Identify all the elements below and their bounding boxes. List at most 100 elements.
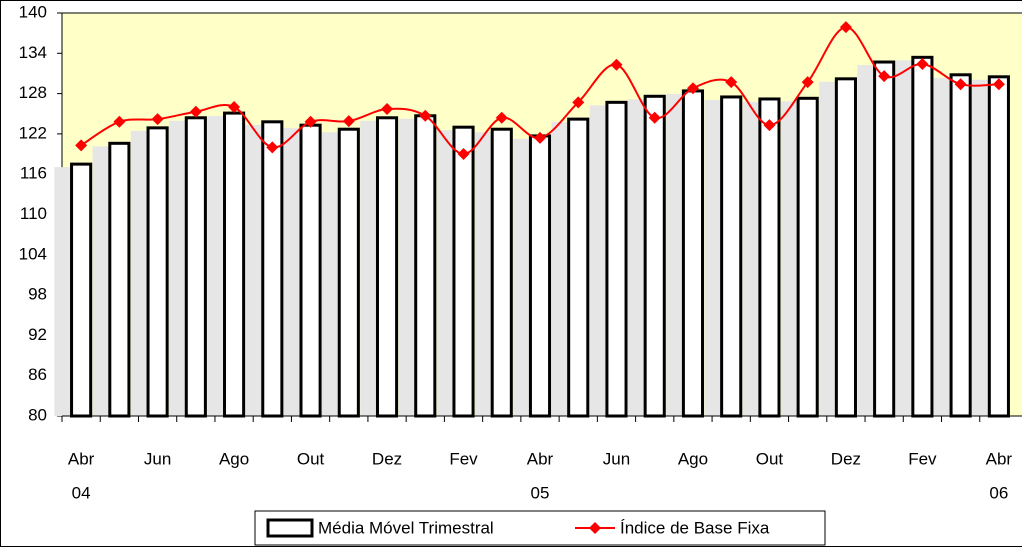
y-tick-label: 110 [20, 204, 47, 223]
x-tick-label: Abr [986, 449, 1013, 468]
legend-box [254, 510, 826, 546]
x-year-label: 05 [531, 483, 550, 502]
line-marker [304, 115, 317, 128]
x-tick-label: Ago [219, 449, 249, 468]
legend-label: Média Móvel Trimestral [318, 518, 494, 537]
line-marker [725, 76, 738, 89]
bar [490, 127, 513, 418]
x-tick-label: Out [756, 449, 784, 468]
line-marker [342, 115, 355, 128]
bar [720, 95, 743, 418]
bar-shadow [666, 93, 684, 416]
y-tick-label: 140 [19, 2, 47, 21]
bar-shadow [322, 132, 340, 416]
y-tick-label: 92 [28, 325, 47, 344]
y-tick-label: 86 [28, 365, 47, 384]
line-marker [534, 131, 546, 144]
legend-swatch [589, 522, 601, 534]
bar-shadow [245, 124, 263, 416]
bar [70, 162, 93, 418]
x-tick-label: Fev [908, 449, 937, 468]
y-tick-label: 128 [19, 83, 47, 102]
bar-shadow [972, 79, 990, 416]
bar [796, 96, 819, 418]
bar [299, 123, 322, 418]
line-marker [763, 119, 776, 132]
x-tick-label: Out [297, 449, 325, 468]
x-tick-label: Abr [68, 449, 95, 468]
bar [414, 114, 437, 418]
bar [681, 89, 705, 418]
bar [146, 126, 169, 418]
bar [528, 134, 552, 418]
y-tick-label: 134 [19, 43, 47, 62]
x-tick-label: Jun [603, 449, 630, 468]
line-marker [572, 96, 585, 109]
bar [567, 117, 590, 418]
bar-shadow [742, 101, 760, 417]
x-year-label: 04 [72, 483, 91, 502]
bar-shadow [360, 120, 378, 416]
bar [834, 77, 857, 418]
bar-shadow [436, 130, 454, 416]
bar [605, 100, 628, 418]
line-marker [151, 113, 164, 126]
line-marker [189, 105, 202, 118]
bar-shadow [627, 99, 646, 416]
x-tick-label: Dez [372, 449, 402, 468]
line-marker [495, 111, 508, 124]
legend-swatch [266, 518, 314, 538]
y-tick-label: 80 [28, 405, 47, 424]
line-marker [419, 109, 432, 122]
line-marker [878, 70, 891, 83]
x-tick-label: Jun [144, 449, 171, 468]
line-marker [916, 58, 929, 71]
line-marker [113, 115, 126, 128]
bar [375, 116, 399, 418]
x-tick-label: Abr [527, 449, 554, 468]
line-marker [266, 141, 279, 154]
bar [184, 116, 207, 418]
bar [108, 141, 131, 418]
bar [337, 127, 360, 418]
line-marker [457, 148, 470, 161]
bar-shadow [933, 77, 952, 416]
bar [452, 125, 475, 418]
bar [643, 94, 666, 418]
x-year-label: 06 [989, 483, 1008, 502]
bar-shadow [589, 105, 607, 416]
bar-shadow [513, 138, 531, 417]
line-marker [75, 139, 88, 152]
bar [987, 75, 1010, 418]
bar-shadow [283, 128, 301, 416]
x-tick-label: Ago [678, 449, 708, 468]
y-tick-label: 104 [19, 244, 47, 263]
bar-shadow [551, 122, 569, 416]
bar [911, 55, 934, 418]
bar-shadow [54, 167, 72, 416]
bar-shadow [92, 146, 110, 416]
x-tick-label: Dez [831, 449, 861, 468]
line-marker [381, 103, 394, 116]
bar-shadow [207, 116, 225, 416]
line-marker [801, 76, 814, 89]
bar [949, 73, 972, 418]
line-marker [839, 21, 852, 34]
bar-shadow [780, 101, 799, 416]
bar-shadow [130, 130, 149, 417]
line-marker [954, 78, 967, 91]
bar [223, 111, 246, 418]
legend-label: Índice de Base Fixa [620, 518, 770, 537]
line-marker [648, 111, 661, 124]
bar-shadow [169, 120, 187, 416]
y-tick-label: 98 [28, 285, 47, 304]
bar [261, 120, 284, 418]
bar [758, 97, 781, 418]
bar [873, 60, 896, 418]
bar-shadow [895, 60, 913, 417]
bar-shadow [398, 118, 416, 416]
line-marker [610, 58, 623, 71]
bar-shadow [819, 81, 837, 416]
line-marker [228, 101, 241, 114]
